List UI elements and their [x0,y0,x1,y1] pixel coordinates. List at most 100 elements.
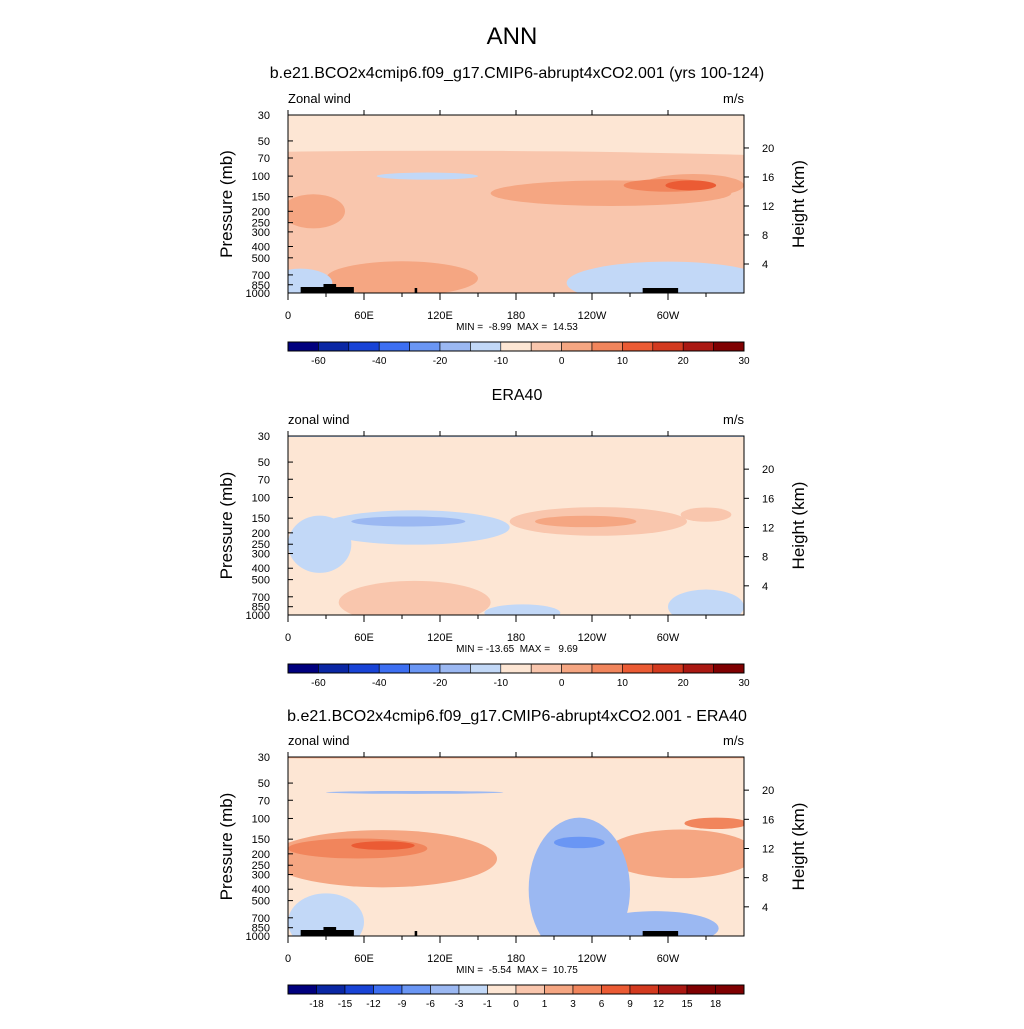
y-tick-label: 400 [252,241,270,253]
colorbar-swatch [458,984,488,995]
colorbar-label: -12 [366,999,381,1010]
height-tick-label: 8 [762,873,768,885]
y-tick-label: 50 [258,778,270,790]
colorbar-swatch [373,984,403,995]
contour-fill [484,604,561,615]
colorbar-swatch [470,341,502,352]
colorbar-swatch [544,984,574,995]
y-tick-label: 700 [252,270,270,282]
y-axis-label: Pressure (mb) [217,793,236,901]
y-tick-label: 1000 [246,931,270,943]
colorbar-swatch [713,341,745,352]
y-tick-label: 500 [252,896,270,908]
x-tick-label: 60W [657,953,680,965]
colorbar-swatch [378,341,410,352]
colorbar-swatch [439,341,471,352]
topography-block [414,931,418,936]
contour-fill [326,261,478,293]
x-tick-label: 120E [427,632,453,644]
y-tick-label: 400 [252,884,270,896]
chart-panel-2: ERA40 zonal wind m/s Pressure (mb) Height (k… [217,387,808,689]
y-tick-label: 700 [252,592,270,604]
y-tick-label: 30 [258,752,270,764]
colorbar-swatch [715,984,745,995]
colorbar-frame [287,341,745,352]
colorbar-swatch [348,663,380,674]
y-tick-label: 400 [252,563,270,575]
y-axis-label-right: Height (km) [789,803,808,891]
contour-fill [528,817,630,936]
corner-label-right: m/s [723,733,744,748]
y-tick-label: 200 [252,528,270,540]
y-tick-label: 50 [258,457,270,469]
contour-fill [288,893,364,936]
colorbar-label: 0 [559,356,565,367]
colorbar-swatch [378,663,410,674]
colorbar-swatch [409,663,441,674]
topography-block [642,931,679,936]
colorbar-swatch [316,984,346,995]
contour-fill [376,172,479,180]
height-tick-label: 4 [762,581,768,593]
y-tick-label: 30 [258,431,270,443]
corner-label-right: m/s [723,91,744,106]
colorbar-swatch [318,341,350,352]
contour-fill [592,911,719,936]
colorbar: -18 -15 -12 -9 -6 -3 -1 0 1 3 6 9 12 15 18 [287,984,745,1010]
colorbar-label: 0 [559,678,565,689]
corner-label-left: zonal wind [288,733,349,748]
colorbar-swatch [287,341,319,352]
colorbar-label: 10 [617,356,629,367]
colorbar-swatch [601,984,631,995]
colorbar-label: -10 [494,678,509,689]
contour-fill [680,507,732,522]
colorbar-swatch [430,984,460,995]
y-tick-label: 850 [252,602,270,614]
height-tick-label: 20 [762,143,774,155]
contour-fill [338,580,491,615]
height-tick-label: 8 [762,230,768,242]
panel-title: b.e21.BCO2x4cmip6.f09_g17.CMIP6-abrupt4x… [287,708,747,725]
y-tick-label: 1000 [246,610,270,622]
x-tick-label: 60W [657,632,680,644]
height-tick-label: 12 [762,843,774,855]
height-tick-label: 20 [762,785,774,797]
colorbar-swatch [530,341,562,352]
topography-block [323,927,337,936]
colorbar-label: -6 [426,999,435,1010]
chart-panel-3: b.e21.BCO2x4cmip6.f09_g17.CMIP6-abrupt4x… [217,708,808,1010]
page-title: ANN [487,23,538,50]
contour-fill [684,817,744,830]
colorbar-swatch [652,341,684,352]
colorbar-label: -40 [372,356,387,367]
contour-fill [554,836,605,849]
colorbar-label: 12 [653,999,665,1010]
y-tick-label: 500 [252,253,270,265]
x-tick-label: 60W [657,310,680,322]
contour-fill [288,194,345,229]
height-tick-label: 12 [762,201,774,213]
panel-title: b.e21.BCO2x4cmip6.f09_g17.CMIP6-abrupt4x… [270,65,764,82]
x-tick-label: 60E [354,310,374,322]
y-tick-label: 200 [252,849,270,861]
contour-fill [288,268,333,293]
y-axis-label: Pressure (mb) [217,472,236,580]
y-tick-label: 150 [252,192,270,204]
y-tick-label: 1000 [246,288,270,300]
colorbar-swatch [658,984,688,995]
min-max-stats: MIN = -8.99 MAX = 14.53 [456,322,578,333]
topography-block [323,284,337,293]
colorbar-swatch [515,984,545,995]
y-tick-label: 250 [252,218,270,230]
topography-block [642,288,679,293]
colorbar-swatch [348,341,380,352]
corner-label-right: m/s [723,412,744,427]
y-tick-label: 300 [252,870,270,882]
colorbar-label: 30 [738,356,750,367]
colorbar-swatch [591,341,623,352]
x-tick-label: 180 [507,310,525,322]
y-tick-label: 850 [252,923,270,935]
x-tick-label: 180 [507,632,525,644]
